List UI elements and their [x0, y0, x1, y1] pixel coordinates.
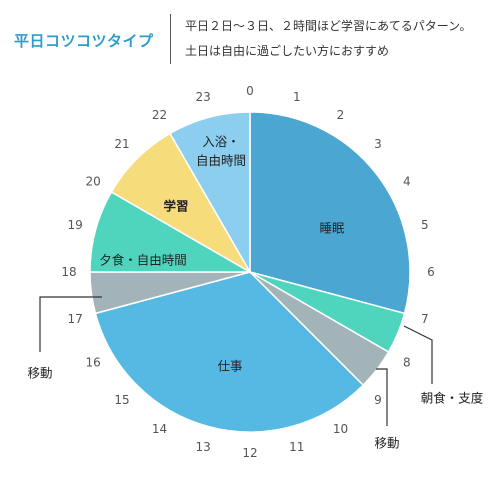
- hour-tick-23: 23: [196, 90, 211, 104]
- slice-label-2: 移動: [374, 436, 399, 451]
- pie-slice-3: [94, 271, 365, 433]
- hour-tick-18: 18: [61, 265, 76, 279]
- header: 平日コツコツタイプ 平日２日〜３日、２時間ほど学習にあてるパターン。 土日は自由…: [0, 0, 500, 80]
- slice-label-7: 入浴・自由時間: [196, 134, 246, 168]
- hour-tick-14: 14: [152, 422, 167, 436]
- hour-tick-13: 13: [196, 440, 211, 454]
- pie-slice-0: [249, 111, 411, 315]
- hour-tick-6: 6: [427, 265, 435, 279]
- slice-label-3: 仕事: [217, 359, 242, 374]
- hour-tick-12: 12: [242, 446, 257, 460]
- hour-tick-1: 1: [293, 90, 301, 104]
- hour-tick-22: 22: [152, 108, 167, 122]
- pie-slices: [89, 111, 411, 433]
- hour-tick-5: 5: [421, 218, 429, 232]
- slice-label-5: 夕食・自由時間: [99, 253, 187, 268]
- callout-line-4: [39, 296, 102, 352]
- pie-slice-7: [168, 111, 251, 275]
- hour-tick-15: 15: [114, 393, 129, 407]
- hour-tick-4: 4: [403, 175, 411, 189]
- hour-tick-17: 17: [68, 312, 83, 326]
- hour-tick-20: 20: [86, 175, 101, 189]
- callout-line-2: [376, 368, 388, 426]
- hour-tick-19: 19: [68, 218, 83, 232]
- hour-tick-3: 3: [374, 137, 382, 151]
- slice-label-6: 学習: [163, 199, 188, 214]
- hour-tick-2: 2: [337, 108, 345, 122]
- hour-tick-9: 9: [374, 393, 382, 407]
- description-line-2: 土日は自由に過ごしたい方におすすめ: [185, 44, 390, 58]
- header-divider: [170, 14, 171, 64]
- hour-tick-11: 11: [289, 440, 304, 454]
- slice-label-1: 朝食・支度: [421, 391, 484, 406]
- slice-label-0: 睡眠: [319, 221, 345, 236]
- hour-tick-8: 8: [403, 356, 411, 370]
- description-line-1: 平日２日〜３日、２時間ほど学習にあてるパターン。: [185, 19, 472, 33]
- hour-tick-0: 0: [246, 84, 254, 98]
- hour-tick-10: 10: [333, 422, 348, 436]
- callout-line-1: [403, 325, 433, 384]
- hour-tick-21: 21: [114, 137, 129, 151]
- hour-tick-16: 16: [86, 356, 101, 370]
- hour-tick-7: 7: [421, 312, 429, 326]
- slice-label-4: 移動: [27, 366, 52, 381]
- page-title: 平日コツコツタイプ: [14, 32, 154, 50]
